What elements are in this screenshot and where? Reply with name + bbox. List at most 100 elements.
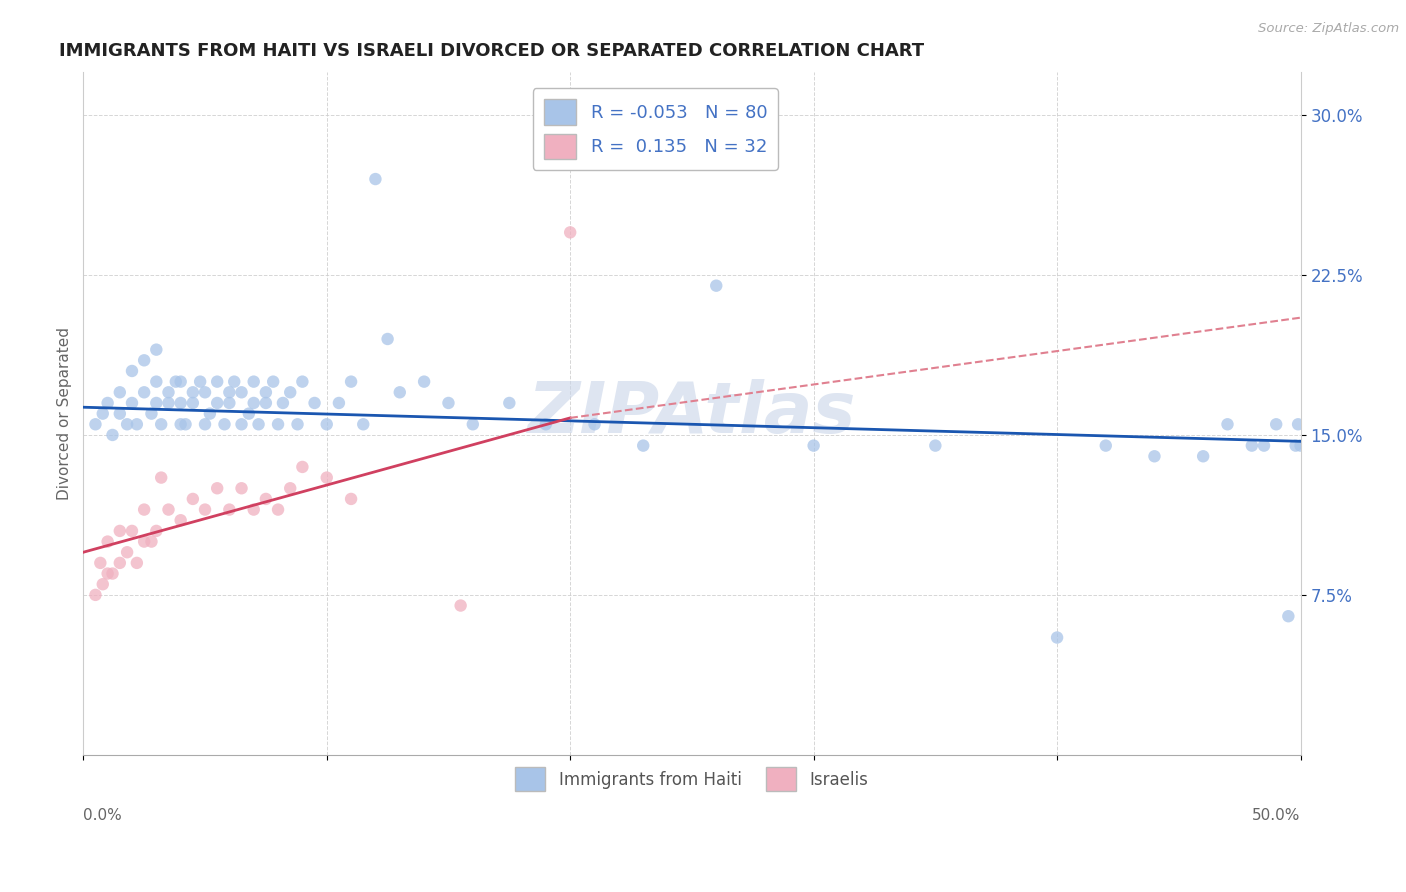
Point [231,481,253,495]
Point [242,396,264,410]
Point [145,343,167,357]
Point [198,407,221,421]
Point [340,491,363,506]
Point [97,534,120,549]
Point [108,385,131,400]
Y-axis label: Divorced or Separated: Divorced or Separated [58,327,72,500]
Point [450,599,472,613]
Point [498,396,520,410]
Point [534,417,557,432]
Point [165,375,187,389]
Point [169,513,191,527]
Point [218,396,240,410]
Point [101,566,124,581]
Point [101,428,124,442]
Point [121,524,143,538]
Point [437,396,460,410]
Point [141,534,163,549]
Point [231,417,253,432]
Point [145,524,167,538]
Point [157,385,180,400]
Point [224,375,246,389]
Point [254,396,277,410]
Point [169,396,191,410]
Point [267,502,290,516]
Point [181,491,204,506]
Point [1285,439,1308,453]
Point [97,566,120,581]
Point [254,491,277,506]
Point [242,502,264,516]
Text: IMMIGRANTS FROM HAITI VS ISRAELI DIVORCED OR SEPARATED CORRELATION CHART: IMMIGRANTS FROM HAITI VS ISRAELI DIVORCE… [59,42,924,60]
Point [91,577,114,591]
Point [91,407,114,421]
Point [181,385,204,400]
Point [169,417,191,432]
Point [291,459,314,474]
Point [583,417,606,432]
Point [115,417,138,432]
Point [188,375,211,389]
Point [1240,439,1263,453]
Point [205,375,228,389]
Point [1216,417,1239,432]
Point [174,417,197,432]
Point [231,385,253,400]
Point [631,439,654,453]
Point [218,502,240,516]
Point [1143,450,1166,464]
Point [242,375,264,389]
Point [377,332,399,346]
Point [304,396,326,410]
Point [194,417,217,432]
Point [267,417,290,432]
Point [803,439,825,453]
Point [247,417,270,432]
Point [108,556,131,570]
Point [287,417,309,432]
Point [125,556,148,570]
Text: ZIPAtlas: ZIPAtlas [527,379,856,448]
Text: 50.0%: 50.0% [1253,808,1301,823]
Point [1277,609,1299,624]
Point [84,417,107,432]
Point [157,396,180,410]
Point [1046,631,1069,645]
Point [278,481,301,495]
Point [328,396,350,410]
Point [169,375,191,389]
Point [1265,417,1288,432]
Point [238,407,260,421]
Point [291,375,314,389]
Point [352,417,374,432]
Point [145,375,167,389]
Legend: Immigrants from Haiti, Israelis: Immigrants from Haiti, Israelis [509,761,876,797]
Point [262,375,284,389]
Point [364,172,387,186]
Point [145,396,167,410]
Point [340,375,363,389]
Point [150,417,173,432]
Point [141,407,163,421]
Point [271,396,294,410]
Point [157,502,180,516]
Point [205,396,228,410]
Point [704,278,727,293]
Point [121,396,143,410]
Point [218,385,240,400]
Point [89,556,111,570]
Point [1286,417,1309,432]
Point [413,375,436,389]
Point [84,588,107,602]
Point [461,417,484,432]
Point [134,502,156,516]
Point [278,385,301,400]
Point [1253,439,1275,453]
Point [108,524,131,538]
Point [205,481,228,495]
Point [181,396,204,410]
Text: 0.0%: 0.0% [83,808,122,823]
Point [214,417,236,432]
Text: Source: ZipAtlas.com: Source: ZipAtlas.com [1258,22,1399,36]
Point [315,470,337,484]
